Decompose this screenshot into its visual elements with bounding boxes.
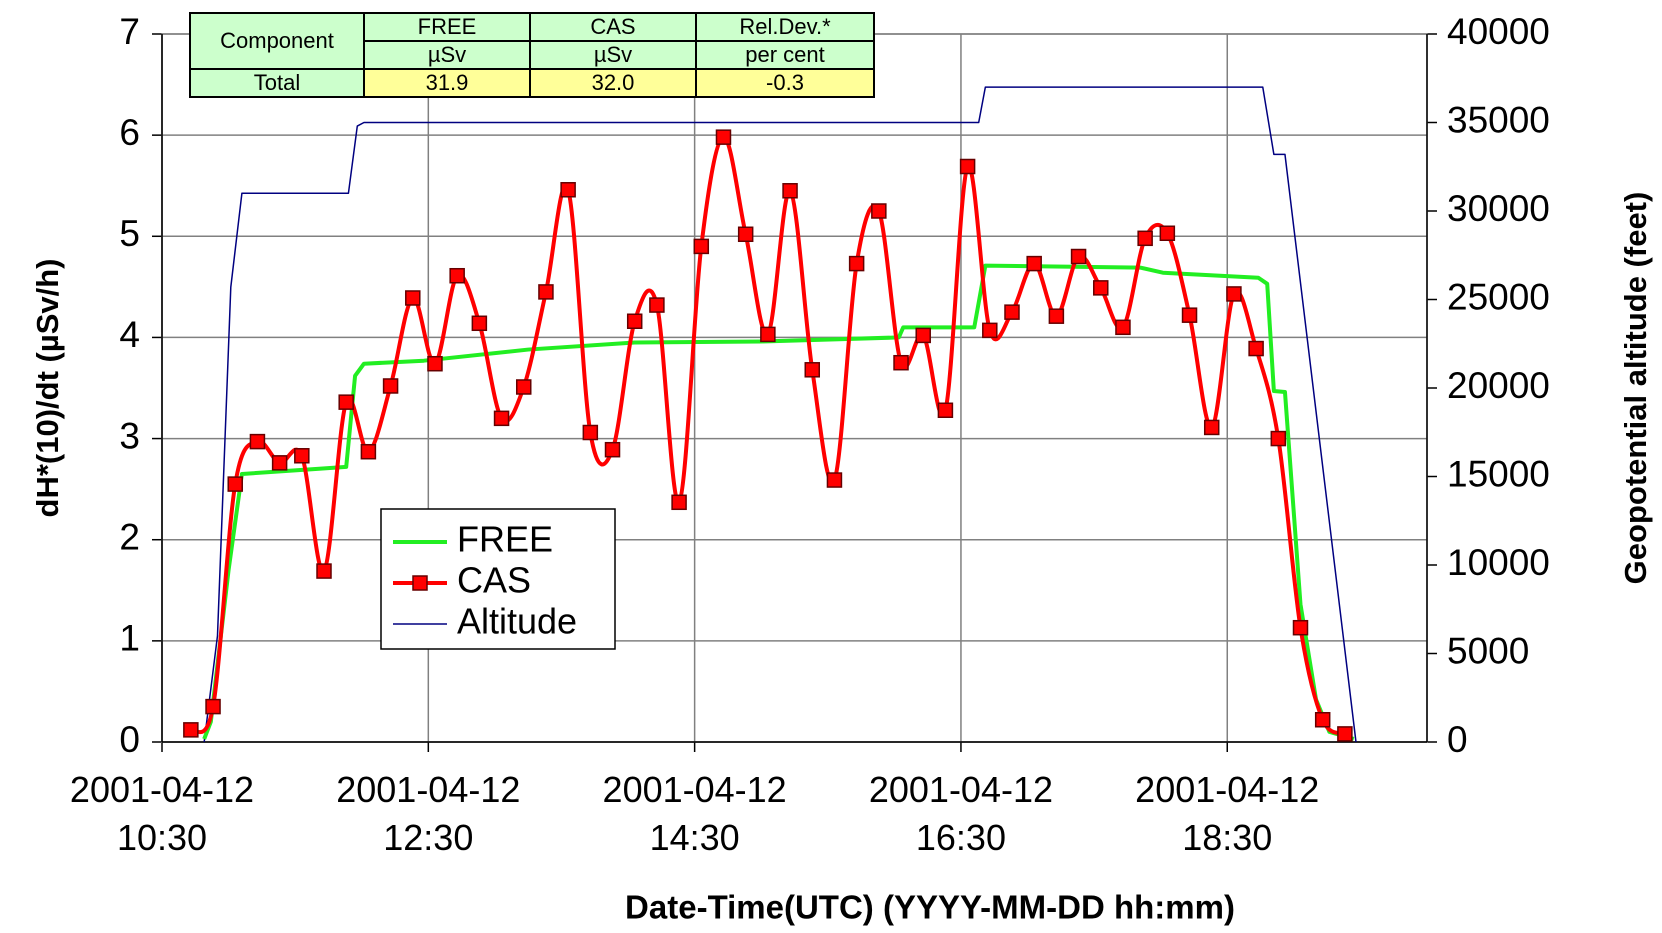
data-point: [1248, 340, 1264, 357]
data-point: [405, 290, 421, 306]
series-line: [203, 86, 1357, 743]
data-point: [893, 354, 909, 371]
data-point: [782, 183, 798, 199]
data-point: [804, 362, 821, 378]
table-row-label: Total: [189, 68, 365, 98]
data-point: [249, 433, 266, 450]
data-point: [360, 443, 377, 460]
y-tick-label: 4: [119, 314, 140, 355]
y2-tick-label: 35000: [1447, 99, 1550, 140]
data-point: [937, 402, 954, 419]
data-point: [1292, 619, 1309, 636]
data-point: [760, 326, 776, 343]
y-tick-label: 2: [119, 516, 140, 557]
data-point: [1093, 280, 1109, 296]
y2-tick-label: 20000: [1447, 365, 1550, 406]
y2-tick-label: 30000: [1447, 188, 1550, 229]
table-unit: µSv: [363, 40, 531, 70]
y2-tick-label: 15000: [1447, 453, 1550, 494]
data-point: [427, 355, 443, 372]
table-cell: -0.3: [695, 68, 875, 98]
data-point: [693, 238, 710, 255]
data-point: [1226, 286, 1242, 302]
data-point: [671, 494, 687, 511]
y-tick-label: 7: [119, 11, 140, 52]
data-point: [737, 226, 754, 243]
y-axis-label: dH*(10)/dt (µSv/h): [30, 259, 65, 518]
data-point: [560, 182, 576, 198]
data-point: [715, 129, 732, 145]
table-header: Rel.Dev.*: [695, 12, 875, 42]
data-point: [1181, 307, 1198, 323]
data-point: [382, 378, 399, 394]
legend-label: Altitude: [457, 601, 577, 642]
data-point: [871, 203, 887, 219]
table-unit: µSv: [529, 40, 697, 70]
summary-table: Component FREE CAS Rel.Dev.* µSv µSv per…: [189, 12, 875, 98]
data-point: [826, 472, 843, 488]
data-point: [294, 448, 310, 464]
x-tick-label: 2001-04-12 10:30: [69, 769, 255, 858]
x-tick-label: 2001-04-12 12:30: [336, 769, 521, 858]
data-point: [604, 441, 621, 458]
x-tick-label: 2001-04-12 18:30: [1135, 769, 1320, 858]
data-point: [1048, 308, 1065, 324]
data-point: [1070, 248, 1087, 265]
table-header: Component: [189, 12, 365, 70]
data-point: [338, 394, 354, 410]
y2-tick-label: 5000: [1447, 630, 1529, 671]
table-cell: 31.9: [363, 68, 531, 98]
data-point: [271, 455, 288, 471]
x-tick-label: 2001-04-12 14:30: [602, 769, 787, 858]
data-point: [1203, 419, 1220, 436]
series-line: [202, 263, 1355, 741]
data-point: [471, 315, 488, 332]
data-point: [515, 379, 532, 395]
y2-axis-label: Geopotential altitude (feet): [1618, 192, 1653, 585]
y-tick-label: 1: [119, 618, 140, 659]
data-point: [1026, 255, 1042, 272]
data-point: [1314, 711, 1331, 728]
data-point: [649, 297, 665, 313]
legend-label: CAS: [457, 560, 531, 601]
y2-tick-label: 10000: [1447, 542, 1550, 583]
y-tick-label: 3: [119, 415, 140, 456]
table-unit: per cent: [695, 40, 875, 70]
data-point: [493, 410, 510, 427]
data-point: [205, 698, 221, 715]
data-point: [449, 267, 465, 284]
x-tick-label: 2001-04-12 16:30: [868, 769, 1054, 858]
data-point: [227, 476, 243, 492]
table-cell: 32.0: [529, 68, 697, 98]
data-point: [582, 424, 599, 441]
y-tick-label: 0: [119, 719, 140, 760]
plot-frame: [161, 33, 1428, 743]
data-point: [1337, 726, 1353, 742]
data-point: [538, 284, 554, 300]
y2-tick-label: 25000: [1447, 276, 1550, 317]
legend-label: FREE: [457, 519, 553, 560]
data-point: [848, 255, 865, 272]
data-point: [959, 158, 976, 175]
y2-tick-label: 40000: [1447, 11, 1550, 52]
data-point: [915, 327, 931, 344]
y-tick-label: 5: [119, 213, 140, 254]
legend-marker: [412, 575, 428, 591]
data-point: [1270, 430, 1287, 447]
data-point: [1004, 304, 1020, 320]
y-tick-label: 6: [119, 112, 140, 153]
data-point: [316, 563, 332, 579]
data-point: [183, 722, 199, 738]
table-header: CAS: [529, 12, 697, 42]
data-point: [1115, 319, 1131, 336]
table-header: FREE: [363, 12, 531, 42]
data-point: [982, 322, 998, 339]
data-point: [1159, 225, 1176, 242]
x-axis-label: Date-Time(UTC) (YYYY-MM-DD hh:mm): [625, 889, 1235, 926]
data-point: [1137, 230, 1153, 247]
data-point: [626, 313, 643, 329]
y2-tick-label: 0: [1447, 719, 1468, 760]
